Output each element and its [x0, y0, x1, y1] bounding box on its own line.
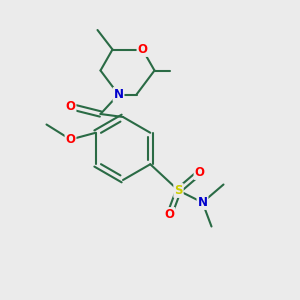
Text: S: S — [174, 184, 183, 197]
Text: O: O — [164, 208, 175, 221]
Text: O: O — [65, 133, 76, 146]
Text: O: O — [137, 43, 148, 56]
Text: N: N — [113, 88, 124, 101]
Text: O: O — [194, 166, 205, 179]
Text: O: O — [65, 100, 76, 113]
Text: N: N — [197, 196, 208, 209]
